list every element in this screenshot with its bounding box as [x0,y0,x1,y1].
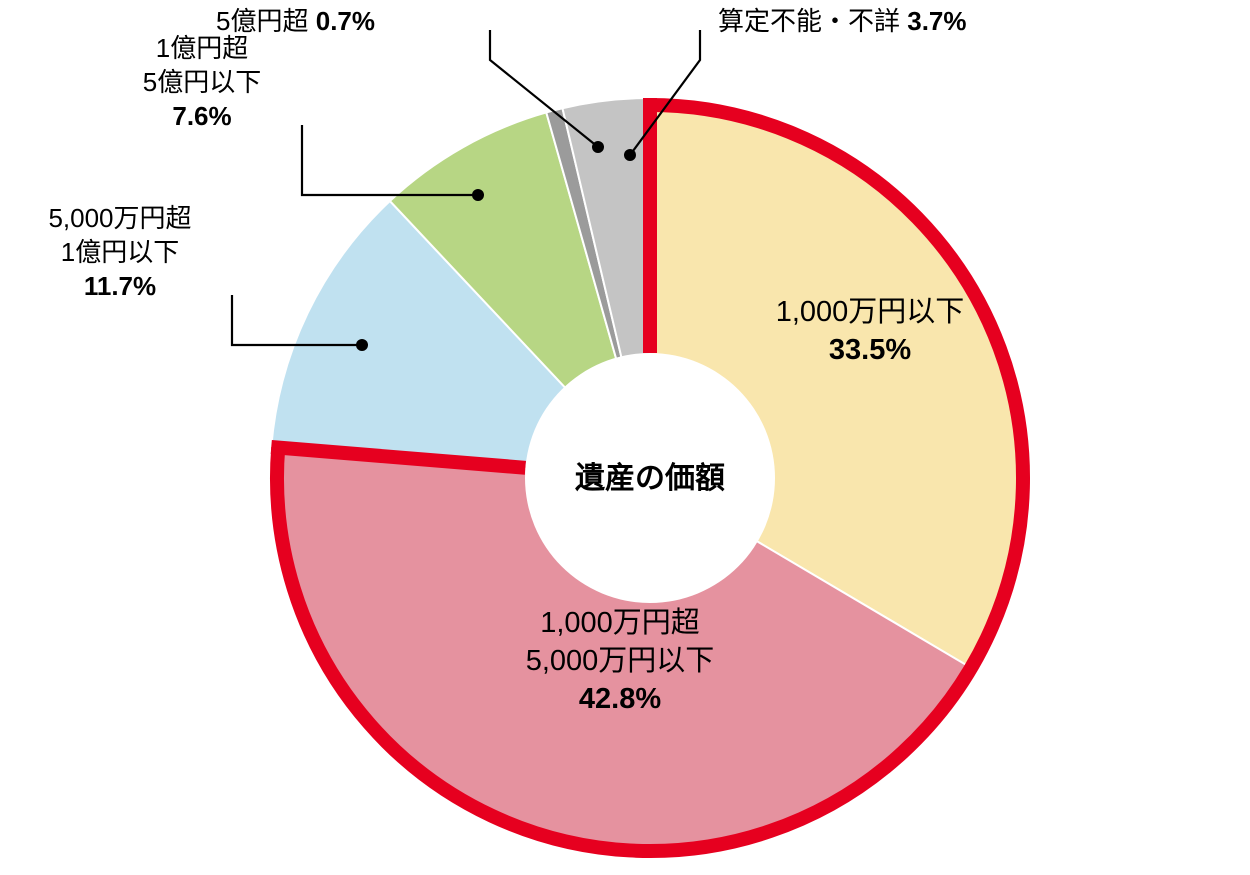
value-le_10m: 33.5% [829,334,911,366]
label-50m_100m: 5,000万円超 [48,203,191,233]
value-gt_500m: 0.7% [316,6,375,36]
label-50m_100m: 1億円以下 [61,237,179,267]
value-10m_50m: 42.8% [579,683,661,715]
label-10m_50m: 5,000万円以下 [526,645,715,677]
value-unknown: 3.7% [907,6,966,36]
label-10m_50m: 1,000万円超 [540,606,700,639]
value-50m_100m: 11.7% [84,271,156,301]
value-100m_500m: 7.6% [172,101,231,131]
label-gt_500m: 5億円超 0.7% [216,6,375,36]
label-unknown: 算定不能・不詳 3.7% [718,6,967,36]
label-100m_500m: 5億円以下 [143,67,261,97]
label-100m_500m: 1億円超 [156,33,248,63]
estate-value-pie-chart: 遺産の価額 1,000万円以下 33.5% 1,000万円超 5,000万円以下 42.8… [0,0,1250,875]
center-title: 遺産の価額 [575,462,725,495]
label-le_10m: 1,000万円以下 [776,296,965,328]
